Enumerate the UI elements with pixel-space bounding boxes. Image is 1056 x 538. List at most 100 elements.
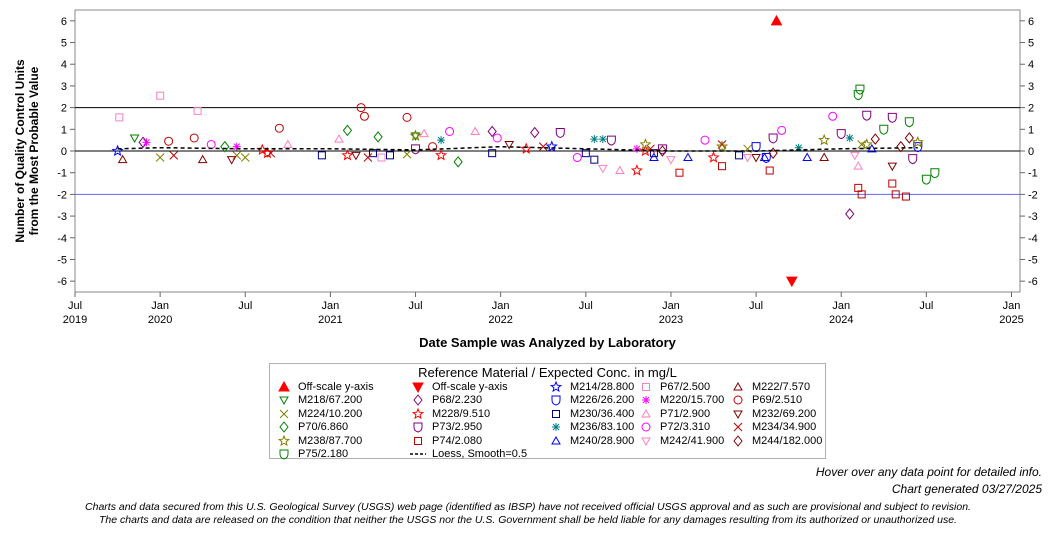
legend-item: M226/26.200 xyxy=(548,394,638,408)
data-point-m236-83-100 xyxy=(794,143,803,152)
y-tick-label-right: -1 xyxy=(1028,168,1038,180)
legend-symbol-icon xyxy=(413,422,423,433)
legend-item: M244/182.000 xyxy=(730,434,822,448)
data-point-p73-2-950 xyxy=(555,128,565,139)
legend-symbol-icon xyxy=(411,407,425,419)
data-point-p75-2-180 xyxy=(930,168,940,179)
x-axis-title: Date Sample was Analyzed by Laboratory xyxy=(419,335,676,350)
x-tick-label-month: Jul xyxy=(919,300,933,312)
data-point-m228-9-510 xyxy=(630,164,643,176)
data-point-p68-2-230 xyxy=(530,126,540,139)
legend-marker xyxy=(552,409,560,418)
data-point-m226-26-200 xyxy=(913,142,923,153)
legend-label: P70/6.860 xyxy=(298,421,349,434)
legend-item: P75/2.180 xyxy=(276,448,410,462)
data-point-m228-9-510 xyxy=(434,148,448,161)
legend-marker xyxy=(733,395,743,405)
data-point-m234-34-900 xyxy=(169,150,179,160)
data-point-p69-2-510 xyxy=(189,133,199,143)
data-point-m242-41-900 xyxy=(597,164,608,174)
legend-item: P67/2.500 xyxy=(638,380,730,394)
data-point-m236-83-100 xyxy=(845,133,854,142)
data-point-p74-2-080 xyxy=(854,183,863,192)
legend-label: M238/87.700 xyxy=(298,434,363,447)
legend-marker xyxy=(641,422,651,432)
data-point-m238-87-700 xyxy=(818,133,831,146)
legend-label: M214/28.800 xyxy=(570,380,635,393)
data-point-m230-36-400 xyxy=(581,149,590,158)
legend-item: M234/34.900 xyxy=(730,421,818,435)
data-point-m232-69-200 xyxy=(226,156,237,165)
legend-symbol-icon xyxy=(279,409,289,419)
legend-entries: Off-scale y-axis Off-scale y-axis M214/28.… xyxy=(276,380,822,462)
y-tick-label-left: 1 xyxy=(61,124,67,136)
data-point-p68-2-230 xyxy=(487,125,497,138)
data-point-m240-28-900 xyxy=(649,152,659,162)
y-tick-label-left: 0 xyxy=(61,146,67,158)
legend-symbol-icon xyxy=(278,380,290,392)
legend-symbol-icon xyxy=(549,380,563,392)
chart-generated-date: Chart generated 03/27/2025 xyxy=(891,482,1042,496)
legend-label: P67/2.500 xyxy=(660,380,711,393)
data-point-p71-2-900 xyxy=(853,161,864,170)
data-point-m232-69-200 xyxy=(504,140,515,150)
legend-label: P72/3.310 xyxy=(660,421,711,434)
data-point-p67-2-500 xyxy=(115,113,124,122)
legend-item: M228/9.510 xyxy=(410,407,548,421)
legend-item: P72/3.310 xyxy=(638,421,730,435)
legend-label: M224/10.200 xyxy=(298,407,363,420)
data-point-m226-26-200 xyxy=(761,153,771,164)
legend-symbol-icon xyxy=(279,449,289,460)
data-point-m234-34-900 xyxy=(538,142,548,152)
y-tick-label-right: -4 xyxy=(1028,233,1038,245)
data-point-p75-2-180 xyxy=(879,124,889,135)
legend-item: M214/28.800 xyxy=(548,380,638,394)
legend-marker xyxy=(279,409,289,419)
data-point-p73-2-950 xyxy=(862,110,872,121)
legend-item: M218/67.200 xyxy=(276,394,410,408)
data-point-p70-6-860 xyxy=(373,131,383,143)
y-tick-label-right: 0 xyxy=(1028,146,1034,158)
data-point-m224-10-200 xyxy=(402,149,412,159)
legend-title: Reference Material / Expected Conc. in m… xyxy=(418,365,677,380)
y-tick-label-right: -5 xyxy=(1028,254,1038,266)
data-point-p71-2-900 xyxy=(615,165,625,175)
data-point-m234-34-900 xyxy=(266,148,276,158)
x-tick-label-month: Jul xyxy=(409,300,423,312)
data-point-p74-2-080 xyxy=(675,168,684,177)
y-tick-label-right: 5 xyxy=(1028,38,1034,50)
legend-marker xyxy=(549,380,563,392)
legend-item: P69/2.510 xyxy=(730,394,818,408)
legend-marker xyxy=(733,410,743,419)
x-tick-label-month: Jan xyxy=(1003,300,1021,312)
data-point-m220-15-700 xyxy=(142,138,151,147)
legend-label: M234/34.900 xyxy=(752,421,817,434)
legend-marker xyxy=(414,436,422,445)
x-tick-label-year: 2024 xyxy=(829,314,853,326)
data-point-p73-2-950 xyxy=(606,135,616,146)
data-point-p69-2-510 xyxy=(356,103,366,113)
legend-marker xyxy=(411,407,425,419)
y-tick-label-left: -3 xyxy=(57,211,67,223)
legend-marker xyxy=(551,395,561,406)
legend-label: P71/2.900 xyxy=(660,407,711,420)
data-point-m238-87-700 xyxy=(911,135,924,148)
data-point-m242-41-900 xyxy=(666,156,676,165)
data-point-m240-28-900 xyxy=(683,152,693,162)
legend-item: P70/6.860 xyxy=(276,421,410,435)
legend-symbol-icon xyxy=(552,423,560,432)
legend-marker xyxy=(733,381,743,391)
legend-marker xyxy=(278,380,290,392)
data-point-m232-69-200 xyxy=(887,162,898,172)
data-point-m224-10-200 xyxy=(155,153,165,162)
data-point-m238-87-700 xyxy=(860,138,873,150)
legend: Reference Material / Expected Conc. in m… xyxy=(269,363,826,462)
data-point-p72-3-310 xyxy=(572,153,582,163)
data-point-p74-2-080 xyxy=(888,179,897,188)
data-point-p75-2-180 xyxy=(921,174,931,185)
data-point-p69-2-510 xyxy=(164,136,174,146)
legend-symbol-icon xyxy=(410,453,426,455)
data-point-p67-2-500 xyxy=(156,91,165,100)
y-tick-label-left: -5 xyxy=(57,254,67,266)
legend-label: Off-scale y-axis xyxy=(298,380,374,393)
